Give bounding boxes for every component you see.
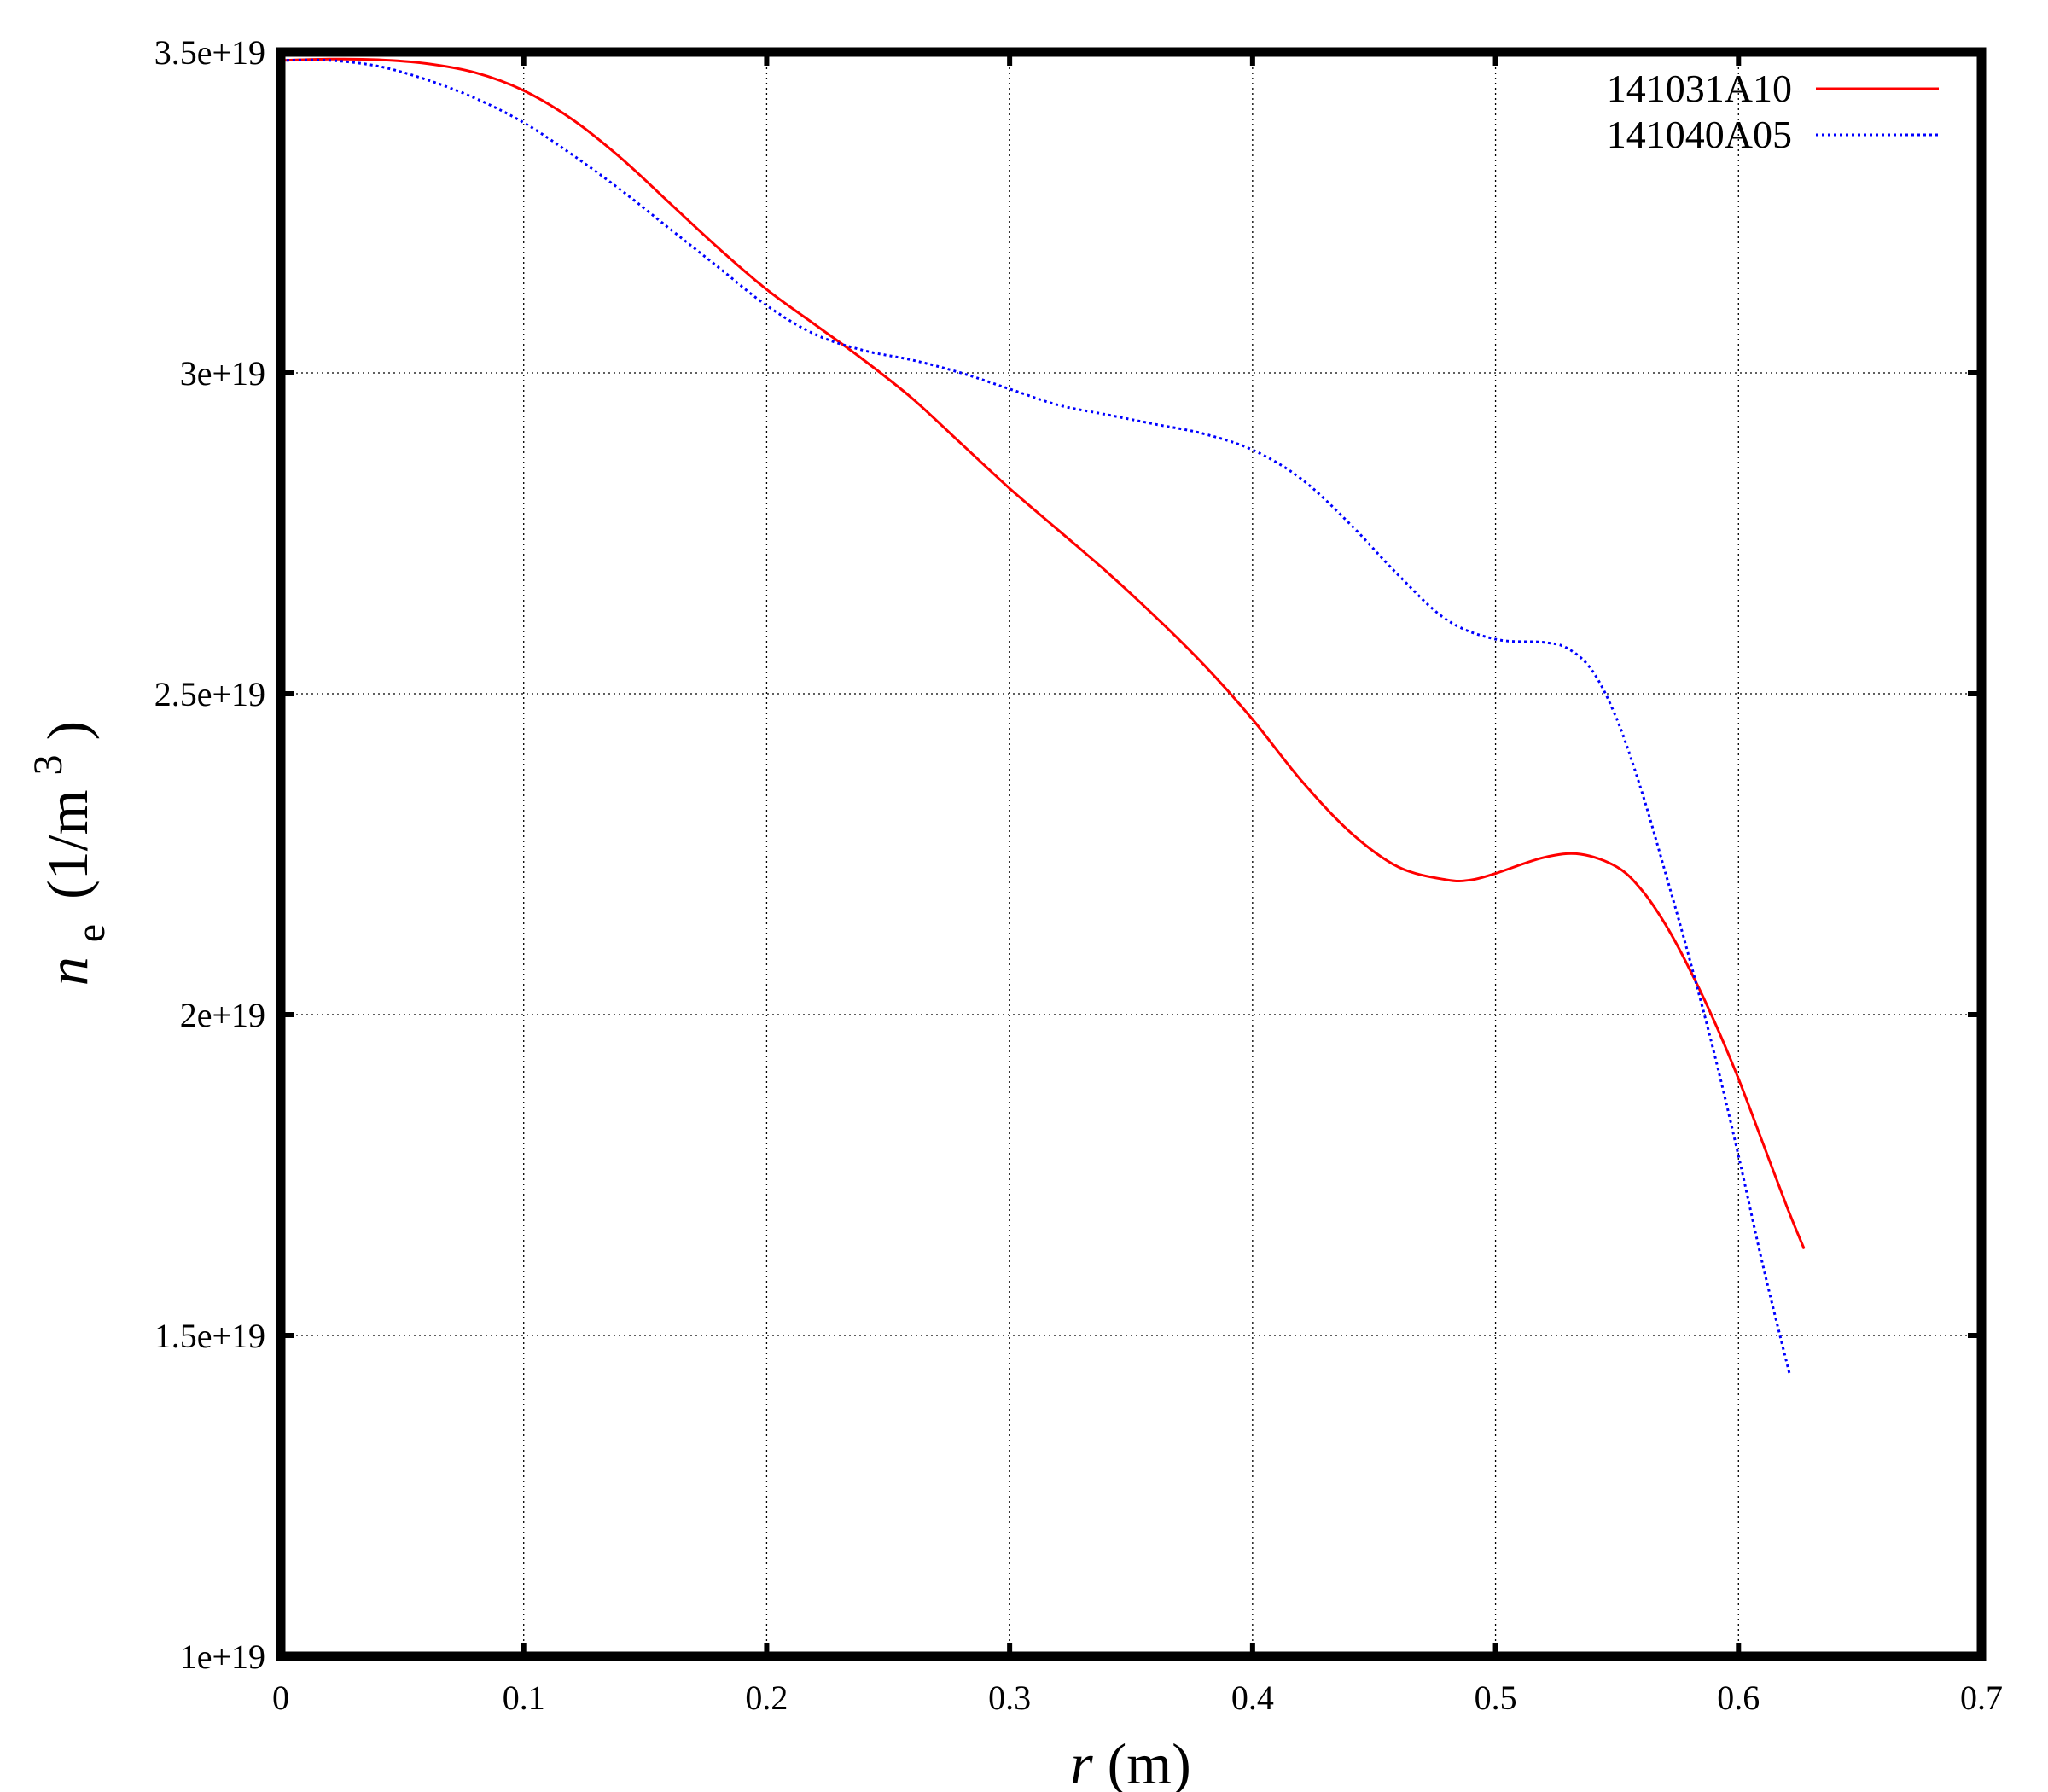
y-axis-title: n e (1/m 3 ) <box>9 721 117 986</box>
x-tick-labels: 0 0.1 0.2 0.3 0.4 0.5 0.6 0.7 <box>272 1679 2003 1717</box>
x-tick-label: 0.7 <box>1960 1679 2003 1717</box>
x-tick-label: 0.6 <box>1717 1679 1760 1717</box>
y-tick-label: 1.5e+19 <box>154 1317 265 1355</box>
x-tick-label: 0.4 <box>1231 1679 1274 1717</box>
y-axis-unit-open: (1/m <box>35 789 100 899</box>
y-axis-var: n <box>35 957 100 986</box>
y-tick-label: 1e+19 <box>180 1638 265 1676</box>
x-axis-unit: (m) <box>1108 1731 1191 1792</box>
y-tick-label: 3.5e+19 <box>154 33 265 72</box>
y-tick-label: 2e+19 <box>180 996 265 1034</box>
x-tick-label: 0 <box>272 1679 289 1717</box>
x-tick-label: 0.3 <box>988 1679 1031 1717</box>
y-tick-label: 2.5e+19 <box>154 675 265 713</box>
y-tick-label: 3e+19 <box>180 354 265 393</box>
y-axis-subscript: e <box>68 924 113 942</box>
series-layer <box>280 57 1806 1375</box>
x-tick-label: 0.5 <box>1475 1679 1517 1717</box>
x-tick-label: 0.2 <box>745 1679 788 1717</box>
y-axis-unit-close: ) <box>35 721 100 741</box>
tick-marks <box>278 49 1984 1659</box>
y-axis-superscript: 3 <box>26 754 71 775</box>
x-tick-label: 0.1 <box>503 1679 545 1717</box>
plot-frame <box>276 47 1987 1661</box>
series-line-141031A10 <box>280 57 1806 1250</box>
y-tick-labels: 1e+19 1.5e+19 2e+19 2.5e+19 3e+19 3.5e+19 <box>154 33 265 1676</box>
grid <box>281 52 1981 1656</box>
x-axis-var: r <box>1070 1731 1093 1792</box>
series-line-141040A05 <box>280 58 1791 1375</box>
legend-label: 141031A10 <box>1607 67 1792 110</box>
x-axis-title: r (m) <box>1070 1731 1191 1792</box>
legend-label: 141040A05 <box>1607 113 1792 156</box>
